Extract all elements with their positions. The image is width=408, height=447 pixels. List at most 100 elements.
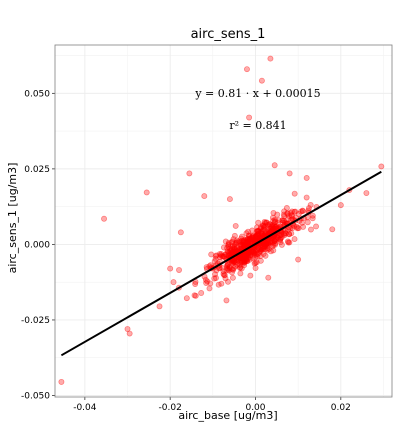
data-point (285, 239, 292, 246)
data-point (264, 245, 271, 252)
data-point (278, 231, 285, 238)
data-point (263, 239, 270, 246)
data-point (264, 226, 271, 232)
data-point (231, 258, 238, 265)
data-point (243, 239, 250, 246)
data-point (254, 253, 261, 260)
data-point (261, 224, 268, 231)
data-point (231, 245, 238, 252)
data-point (258, 230, 265, 237)
data-point (229, 258, 236, 265)
data-point (246, 254, 253, 261)
data-point (234, 261, 241, 268)
data-point (231, 258, 238, 265)
data-point (245, 240, 252, 247)
data-point (240, 241, 247, 248)
data-point (101, 215, 108, 222)
data-point (238, 242, 245, 249)
data-point (243, 240, 250, 247)
data-point (226, 263, 233, 270)
data-point (248, 248, 255, 255)
data-point (272, 241, 279, 248)
data-point (222, 251, 229, 258)
data-point (250, 249, 257, 255)
data-point (235, 261, 241, 267)
data-point (238, 237, 245, 244)
data-point (232, 263, 239, 270)
data-point (281, 219, 288, 226)
x-tick-label: -0.02 (159, 403, 182, 413)
data-point (217, 254, 223, 261)
data-point (221, 253, 227, 260)
r-squared-label: r² = 0.841 (229, 119, 286, 132)
data-point (238, 254, 245, 261)
data-point (220, 253, 227, 260)
data-point (220, 268, 227, 275)
data-point (270, 209, 277, 216)
data-point (271, 223, 277, 230)
data-point (212, 255, 219, 262)
data-point (303, 194, 310, 201)
data-point (231, 232, 238, 239)
data-point (246, 235, 253, 242)
data-point (218, 251, 225, 257)
data-point (207, 280, 214, 287)
data-point (225, 261, 231, 268)
data-point (244, 257, 250, 264)
data-point (266, 228, 273, 235)
data-point (230, 265, 237, 272)
data-point (237, 258, 244, 265)
data-point (245, 249, 252, 256)
data-point (271, 219, 278, 226)
data-point (251, 260, 258, 267)
y-tick-label: -0.025 (21, 316, 50, 326)
data-point (255, 231, 261, 237)
data-point (279, 217, 286, 224)
data-point (244, 240, 251, 247)
data-point (241, 253, 247, 260)
data-point (225, 250, 232, 257)
data-point (256, 249, 263, 256)
data-point (252, 259, 259, 266)
data-point (309, 212, 316, 219)
data-point (230, 259, 237, 266)
data-point (254, 246, 260, 253)
data-point (259, 246, 266, 253)
data-point (228, 249, 235, 256)
data-point (273, 236, 279, 242)
data-point (254, 224, 260, 231)
data-point (238, 259, 245, 266)
data-point (266, 221, 273, 228)
data-point (237, 242, 244, 249)
data-point (239, 233, 245, 240)
data-point (247, 252, 254, 259)
data-point (231, 248, 238, 255)
data-point (219, 264, 225, 271)
data-point (202, 276, 209, 283)
data-point (291, 190, 298, 197)
data-point (286, 212, 292, 219)
data-point (226, 251, 233, 258)
data-point (235, 256, 242, 263)
data-point (260, 222, 266, 229)
data-point (236, 256, 243, 262)
data-point (269, 214, 276, 221)
data-point (251, 245, 258, 252)
data-point (230, 245, 237, 252)
data-point (256, 246, 263, 253)
data-point (258, 229, 265, 236)
data-point (253, 251, 260, 258)
data-point (277, 235, 284, 242)
data-point (258, 242, 264, 248)
data-point (277, 236, 284, 243)
data-point (241, 252, 248, 259)
data-point (237, 264, 244, 271)
data-point (224, 265, 231, 272)
data-point (229, 243, 236, 250)
data-point (272, 224, 279, 231)
data-point (272, 223, 279, 230)
data-point (242, 258, 249, 265)
data-point (191, 292, 198, 299)
